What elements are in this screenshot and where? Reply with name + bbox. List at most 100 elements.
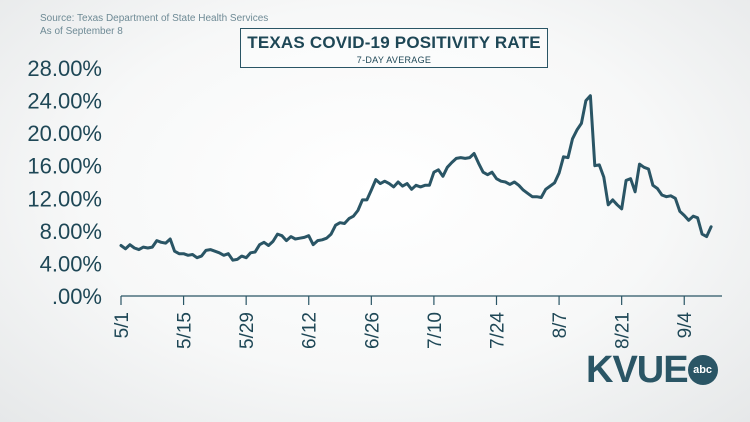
x-tick-label: 8/21 <box>613 312 634 349</box>
data-point <box>638 163 640 165</box>
data-point <box>142 246 144 248</box>
data-point <box>491 171 493 173</box>
data-point <box>325 237 327 239</box>
data-point <box>254 251 256 253</box>
x-tick-label: 5/29 <box>237 312 258 349</box>
data-point <box>419 186 421 188</box>
data-point <box>124 248 126 250</box>
data-point <box>670 195 672 197</box>
y-tick-label: 8.00% <box>40 219 102 244</box>
data-point <box>621 208 623 210</box>
data-point <box>553 182 555 184</box>
data-point <box>156 239 158 241</box>
data-point <box>482 171 484 173</box>
data-point <box>129 244 131 246</box>
data-point <box>585 99 587 101</box>
data-point <box>455 157 457 159</box>
data-point <box>290 235 292 237</box>
data-point <box>527 192 529 194</box>
data-point <box>536 196 538 198</box>
chart-subtitle: 7-DAY AVERAGE <box>356 55 432 65</box>
data-point <box>173 250 175 252</box>
data-point <box>656 187 658 189</box>
data-point <box>397 181 399 183</box>
data-point <box>562 156 564 158</box>
data-point <box>692 215 694 217</box>
data-point <box>263 241 265 243</box>
data-point <box>469 156 471 158</box>
data-point <box>625 179 627 181</box>
data-point <box>495 178 497 180</box>
x-tick-label: 7/10 <box>425 312 446 349</box>
data-point <box>567 156 569 158</box>
data-point <box>272 240 274 242</box>
data-point <box>549 185 551 187</box>
data-point <box>388 182 390 184</box>
data-point <box>477 162 479 164</box>
data-point <box>294 238 296 240</box>
data-point <box>308 235 310 237</box>
data-point <box>187 254 189 256</box>
data-point <box>710 226 712 228</box>
data-point <box>330 233 332 235</box>
kvue-logo-text: KVUE <box>586 349 689 391</box>
y-tick-label: 12.00% <box>27 186 102 211</box>
x-tick-label: 6/26 <box>362 312 383 349</box>
data-point <box>513 181 515 183</box>
data-point <box>594 165 596 167</box>
x-tick-label: 5/15 <box>175 312 196 349</box>
data-point <box>558 172 560 174</box>
data-point <box>701 233 703 235</box>
data-point <box>241 255 243 257</box>
data-point <box>509 183 511 185</box>
data-point <box>607 204 609 206</box>
data-point <box>334 224 336 226</box>
data-point <box>276 233 278 235</box>
x-tick-label: 7/24 <box>487 312 508 349</box>
data-point <box>634 191 636 193</box>
as-of-line: As of September 8 <box>40 26 123 37</box>
data-point <box>460 156 462 158</box>
data-point <box>406 182 408 184</box>
data-point <box>182 253 184 255</box>
data-point <box>696 217 698 219</box>
x-tick-label: 5/1 <box>112 312 133 338</box>
data-point <box>303 236 305 238</box>
data-point <box>366 199 368 201</box>
data-point <box>424 184 426 186</box>
data-point <box>375 178 377 180</box>
data-point <box>249 252 251 254</box>
y-tick-label: 4.00% <box>40 251 102 276</box>
data-point <box>589 95 591 97</box>
data-point <box>433 171 435 173</box>
source-note: Source: Texas Department of State Health… <box>40 12 268 38</box>
kvue-abc-logo: KVUE abc <box>586 350 718 390</box>
data-point <box>451 161 453 163</box>
data-point <box>343 222 345 224</box>
data-point <box>236 258 238 260</box>
data-point <box>281 235 283 237</box>
data-point <box>299 237 301 239</box>
data-point <box>258 244 260 246</box>
data-point <box>218 252 220 254</box>
data-point <box>665 196 667 198</box>
data-point <box>522 189 524 191</box>
data-point <box>352 215 354 217</box>
data-point <box>223 254 225 256</box>
chart-title: TEXAS COVID-19 POSITIVITY RATE <box>247 33 541 52</box>
data-point <box>200 255 202 257</box>
data-point <box>683 214 685 216</box>
data-point <box>580 122 582 124</box>
data-point <box>384 180 386 182</box>
data-point <box>267 244 269 246</box>
data-point <box>679 210 681 212</box>
data-point <box>138 248 140 250</box>
data-point <box>312 244 314 246</box>
data-point <box>643 166 645 168</box>
y-tick-label: .00% <box>52 284 102 309</box>
y-tick-label: 20.00% <box>27 121 102 146</box>
data-point <box>227 253 229 255</box>
data-point <box>120 244 122 246</box>
data-point <box>531 196 533 198</box>
data-point <box>321 239 323 241</box>
